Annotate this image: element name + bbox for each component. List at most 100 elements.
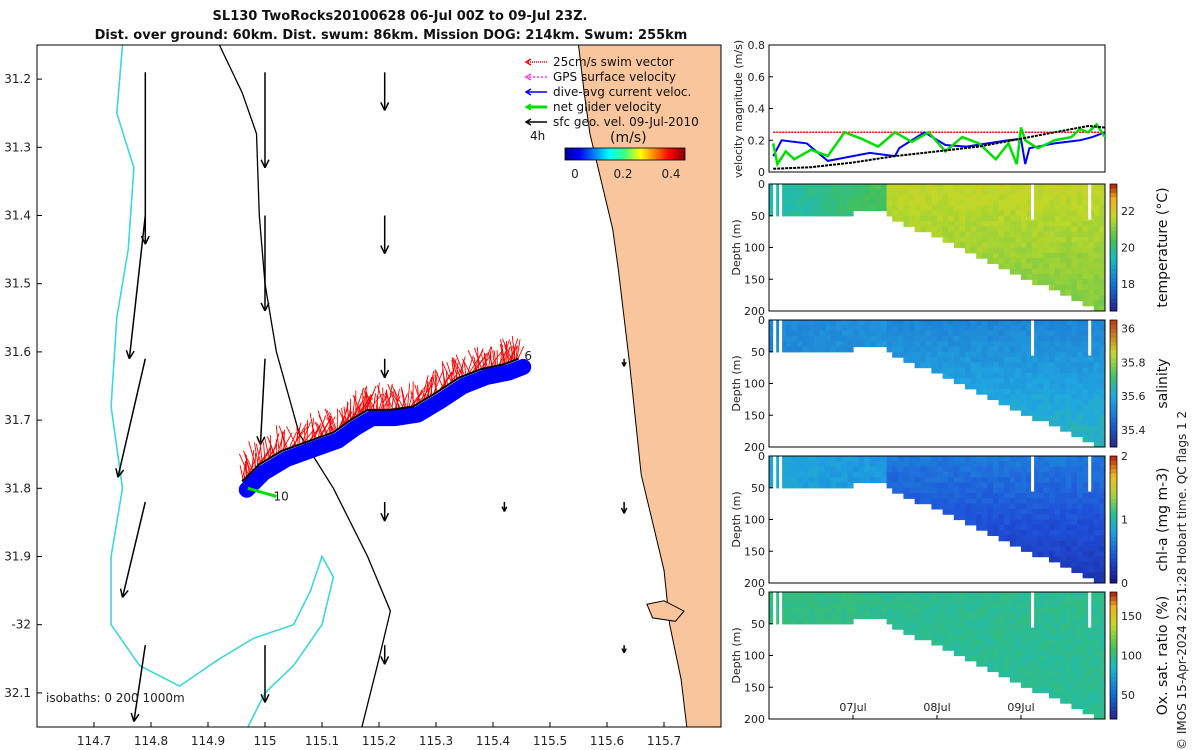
section-cell: [1065, 320, 1072, 326]
colorbar-segment: [1110, 621, 1117, 627]
section-cell: [1009, 404, 1016, 411]
colorbar-segment: [1110, 668, 1117, 673]
section-cell: [976, 335, 983, 342]
section-cell: [909, 602, 916, 609]
geo-arrow-10: [380, 215, 390, 255]
section-cell: [1071, 399, 1078, 406]
section-cell: [942, 351, 949, 358]
section-cell: [1049, 514, 1056, 521]
section-cell: [1032, 682, 1039, 688]
section-cell: [841, 618, 848, 625]
swim-vector: [338, 409, 346, 425]
swim-vector: [301, 421, 311, 444]
section-cell: [819, 205, 826, 212]
section-cell: [1088, 215, 1095, 222]
section-cell: [1099, 530, 1105, 536]
section-cell: [858, 466, 865, 473]
section-cell: [914, 456, 921, 462]
section-cell: [1071, 597, 1078, 604]
swim-vector: [239, 465, 244, 481]
section-cell: [1071, 482, 1078, 489]
swim-vector: [377, 385, 386, 410]
section-cell: [998, 357, 1005, 363]
section-cell: [920, 607, 927, 614]
section-cell: [1077, 487, 1084, 494]
section-cell: [965, 487, 972, 494]
section-cell: [965, 231, 972, 238]
section-cell: [1099, 357, 1105, 363]
section-cell: [897, 592, 904, 598]
section-cell: [942, 341, 949, 348]
section-cell: [937, 639, 944, 646]
section-cell: [909, 456, 916, 462]
swim-vector: [401, 389, 407, 408]
section-cell: [1060, 482, 1067, 489]
section-cell: [953, 341, 960, 348]
section-cell: [993, 346, 1000, 353]
section-cell: [1054, 189, 1061, 196]
section-cell: [869, 592, 876, 598]
section-cell: [1049, 623, 1056, 630]
section-cell: [881, 194, 888, 201]
section-cell: [1065, 540, 1072, 547]
section-cell: [1015, 330, 1022, 337]
section-cell: [931, 362, 938, 369]
section-cell: [1060, 383, 1067, 390]
section-cell: [1032, 644, 1039, 651]
section-cell: [780, 613, 787, 620]
section-cell: [1037, 666, 1044, 672]
section-cell: [1049, 236, 1056, 243]
section-cell: [1032, 394, 1039, 400]
section-cell: [1015, 498, 1022, 505]
section-cell: [909, 215, 916, 222]
section-cell: [1021, 226, 1028, 233]
section-cell: [1099, 482, 1105, 489]
track-label-10: 10: [274, 489, 289, 503]
section-cell: [881, 471, 888, 478]
section-cell: [1043, 341, 1050, 348]
section-cell: [942, 634, 949, 641]
section-cell: [886, 471, 893, 478]
section-cell: [920, 482, 927, 489]
colorbar-segment: [1110, 553, 1117, 559]
section-cell: [791, 346, 798, 353]
section-cell: [937, 357, 944, 363]
section-cell: [1054, 676, 1061, 683]
section-cell: [1060, 524, 1067, 531]
section-cell: [1054, 383, 1061, 390]
section-cell: [976, 655, 983, 662]
section-cell: [1077, 258, 1084, 264]
section-cell: [925, 623, 932, 630]
section-cell: [897, 618, 904, 625]
section-cell: [1099, 660, 1105, 667]
section-cell: [881, 199, 888, 206]
section-cell: [903, 341, 910, 348]
section-cell: [914, 461, 921, 468]
section-cell: [998, 221, 1005, 227]
section-cell: [981, 236, 988, 243]
section-cell: [1060, 274, 1067, 280]
section-cell: [937, 210, 944, 217]
section-cell: [769, 482, 776, 489]
section-cell: [813, 210, 820, 217]
section-cell: [942, 335, 949, 342]
section-cell: [976, 199, 983, 206]
section-cell: [965, 508, 972, 515]
section-cell: [987, 247, 994, 254]
section-cell: [785, 618, 792, 625]
section-cell: [1071, 210, 1078, 217]
section-cell: [948, 221, 955, 227]
section-cell: [1054, 650, 1061, 657]
section-cell: [1082, 325, 1089, 332]
section-cell: [1015, 236, 1022, 243]
section-cell: [1060, 477, 1067, 484]
section-cell: [1004, 258, 1011, 264]
colorbar-tick-label: 0: [571, 167, 579, 181]
section-cell: [785, 325, 792, 332]
section-cell: [1049, 410, 1056, 416]
section-cell: [1071, 199, 1078, 206]
section-cell: [925, 210, 932, 217]
section-cell: [914, 602, 921, 609]
section-cell: [1032, 410, 1039, 416]
section-cell: [897, 215, 904, 222]
